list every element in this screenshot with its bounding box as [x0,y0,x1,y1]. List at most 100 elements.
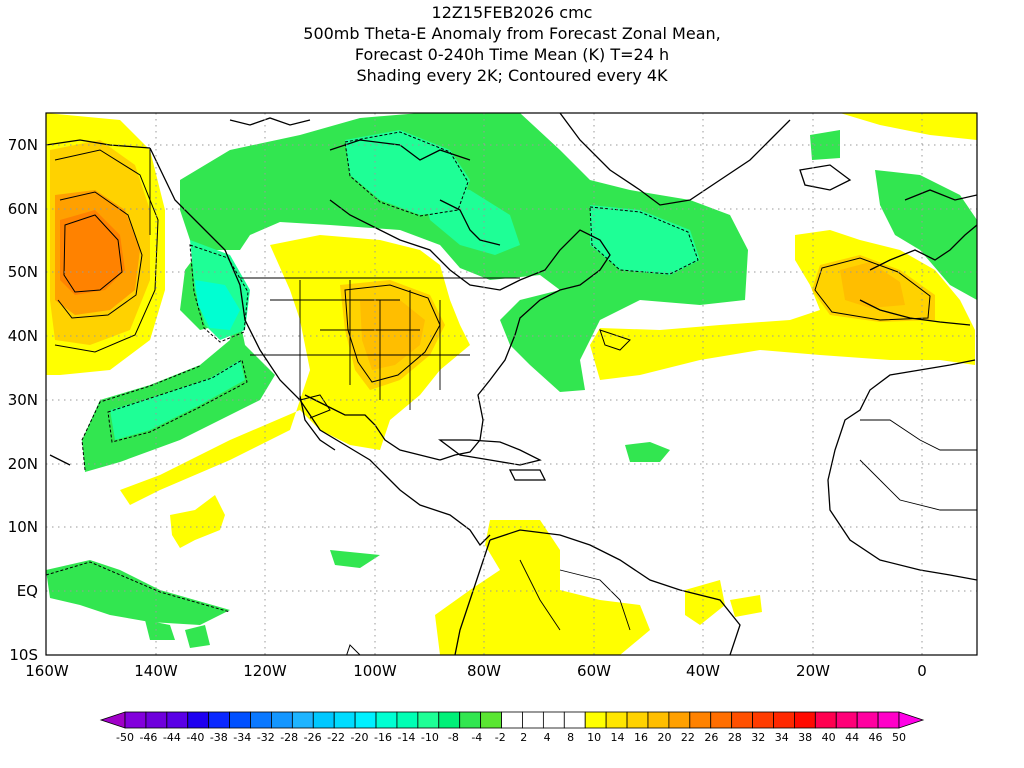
lon-tick-label: 80W [467,662,501,680]
colorbar-swatch [835,711,858,729]
lat-tick-label: 30N [8,391,38,409]
lon-tick-label: 20W [796,662,830,680]
colorbar-swatch [459,711,482,729]
chart-title: 12Z15FEB2026 cmc 500mb Theta-E Anomaly f… [0,2,1024,86]
lat-tick-label: 70N [8,136,38,154]
colorbar-label: -14 [397,731,415,744]
colorbar-swatch [333,711,356,729]
political-boundaries [149,148,977,631]
colorbar-label: 28 [728,731,742,744]
colorbar-label: 20 [657,731,671,744]
lat-tick-label: 10N [8,518,38,536]
colorbar-label: -10 [421,731,439,744]
colorbar-swatch [752,711,774,729]
lon-tick-label: 0 [917,662,927,680]
colorbar-arrow-low [99,711,126,729]
colorbar [99,711,925,729]
colorbar-label: 50 [892,731,906,744]
colorbar-label: 4 [544,731,551,744]
colorbar-swatch [208,711,230,729]
colorbar-label: -28 [280,731,298,744]
colorbar-label: 46 [869,731,883,744]
map-frame [45,112,978,656]
colorbar-label: 8 [567,731,574,744]
colorbar-swatch [124,711,147,729]
colorbar-label: -34 [233,731,251,744]
colorbar-label: 22 [681,731,695,744]
colorbar-label: 40 [822,731,836,744]
lat-tick-label: 50N [8,263,38,281]
title-line-4: Shading every 2K; Contoured every 4K [356,66,668,85]
graticule [46,113,977,655]
lat-tick-label: 40N [8,327,38,345]
lon-tick-label: 160W [25,662,69,680]
title-line-1: 12Z15FEB2026 cmc [431,3,593,22]
lat-tick-label: EQ [17,582,38,600]
lon-tick-label: 60W [577,662,611,680]
colorbar-swatch [480,711,502,729]
lat-tick-label: 20N [8,455,38,473]
colorbar-swatch [794,711,816,729]
colorbar-label: -4 [471,731,482,744]
colorbar-label: -16 [374,731,392,744]
colorbar-label: -20 [351,731,369,744]
colorbar-swatch [145,711,168,729]
colorbar-arrow-high [898,711,925,729]
colorbar-swatch [689,711,712,729]
colorbar-label: -26 [304,731,322,744]
colorbar-label: -2 [495,731,506,744]
colorbar-swatch [814,711,837,729]
coastlines [46,113,977,655]
colorbar-swatch [877,711,900,729]
lon-tick-label: 120W [243,662,287,680]
colorbar-swatch [668,711,691,729]
colorbar-label: 16 [634,731,648,744]
colorbar-swatch [312,711,335,729]
colorbar-swatch [187,711,210,729]
positive-anomaly-core [50,140,935,390]
colorbar-label: 14 [611,731,625,744]
longitude-labels: 160W 140W 120W 100W 80W 60W 40W 20W 0 [25,662,927,680]
lon-tick-label: 40W [686,662,720,680]
colorbar-swatch [166,711,189,729]
title-line-2: 500mb Theta-E Anomaly from Forecast Zona… [303,24,721,43]
colorbar-label: -8 [448,731,459,744]
colorbar-label: 38 [798,731,812,744]
colorbar-swatch [417,711,440,729]
colorbar-label: 44 [845,731,859,744]
lat-tick-label: 60N [8,200,38,218]
colorbar-label: -44 [163,731,181,744]
colorbar-swatch [626,711,649,729]
colorbar-swatch [605,711,628,729]
colorbar-label: -38 [210,731,228,744]
colorbar-label: -40 [186,731,204,744]
title-line-3: Forecast 0-240h Time Mean (K) T=24 h [354,45,670,64]
lon-tick-label: 140W [134,662,178,680]
colorbar-label: 26 [704,731,718,744]
colorbar-swatch [354,711,377,729]
colorbar-label: -50 [116,731,134,744]
colorbar-label: 34 [775,731,789,744]
colorbar-swatch [396,711,419,729]
colorbar-swatch [438,711,461,729]
colorbar-label: 10 [587,731,601,744]
colorbar-label: -22 [327,731,345,744]
map-area [46,113,977,655]
lat-tick-label: 10S [9,646,38,664]
colorbar-swatch [773,711,795,729]
colorbar-label: -46 [139,731,157,744]
colorbar-swatch [229,711,251,729]
colorbar-swatch [522,711,544,729]
colorbar-swatch [501,711,523,729]
colorbar-swatch [731,711,753,729]
colorbar-swatch [856,711,879,729]
contour-lines [54,149,931,655]
negative-anomaly-shading [46,113,977,648]
colorbar-label: -32 [257,731,275,744]
colorbar-swatch [542,711,565,729]
colorbar-swatch [647,711,670,729]
colorbar-swatch [375,711,398,729]
colorbar-swatch [584,711,607,729]
colorbar-swatch [710,711,733,729]
